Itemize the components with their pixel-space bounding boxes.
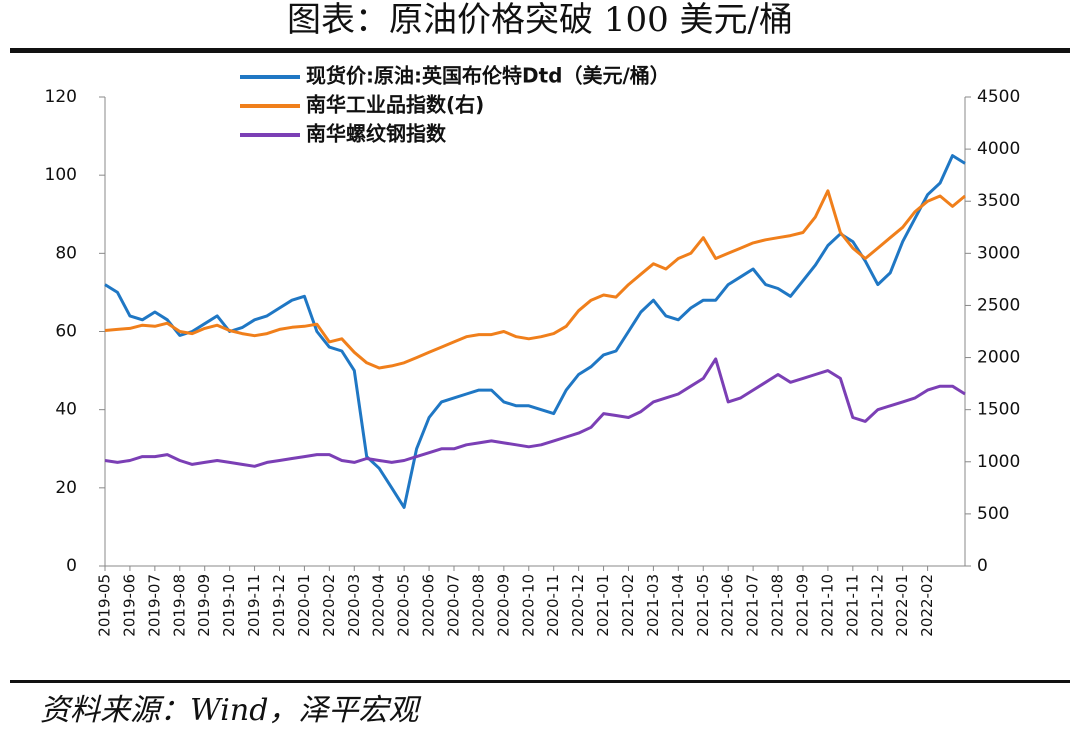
y2-tick-label: 3000 xyxy=(977,243,1020,263)
title-rule xyxy=(10,48,1070,53)
y2-tick-label: 1500 xyxy=(977,400,1020,420)
y-tick-label: 0 xyxy=(66,556,77,576)
x-tick-label: 2020-09 xyxy=(494,574,512,637)
y-tick-label: 80 xyxy=(55,243,77,263)
x-tick-label: 2021-04 xyxy=(669,574,687,637)
x-tick-label: 2021-08 xyxy=(769,574,787,637)
x-tick-label: 2020-02 xyxy=(320,574,338,637)
x-tick-label: 2019-12 xyxy=(270,574,288,637)
y2-tick-label: 4500 xyxy=(977,87,1020,107)
y-tick-label: 60 xyxy=(55,322,77,342)
x-tick-label: 2019-06 xyxy=(120,574,138,637)
x-tick-label: 2019-07 xyxy=(145,574,163,637)
y2-tick-label: 4000 xyxy=(977,139,1020,159)
x-tick-label: 2020-10 xyxy=(519,574,537,637)
chart-title: 图表：原油价格突破 100 美元/桶 xyxy=(287,0,793,40)
x-tick-label: 2020-12 xyxy=(569,574,587,637)
legend-label: 南华螺纹钢指数 xyxy=(306,122,447,146)
y-tick-label: 20 xyxy=(55,478,77,498)
x-tick-label: 2019-11 xyxy=(245,574,263,637)
series-line xyxy=(104,357,966,468)
x-tick-label: 2020-06 xyxy=(420,574,438,637)
x-tick-label: 2021-02 xyxy=(619,574,637,637)
y2-tick-label: 2000 xyxy=(977,348,1020,368)
x-tick-label: 2019-05 xyxy=(96,574,114,637)
source: 资料来源：Wind，泽平宏观 xyxy=(40,693,421,728)
x-tick-label: 2020-01 xyxy=(295,574,313,637)
y2-tick-label: 500 xyxy=(977,504,1009,524)
y2-tick-label: 1000 xyxy=(977,452,1020,472)
x-tick-label: 2021-06 xyxy=(719,574,737,637)
series-line xyxy=(104,154,966,509)
y2-tick-label: 3500 xyxy=(977,191,1020,211)
x-tick-label: 2022-01 xyxy=(893,574,911,637)
x-tick-label: 2020-07 xyxy=(444,574,462,637)
x-tick-label: 2021-01 xyxy=(594,574,612,637)
x-tick-label: 2022-02 xyxy=(918,574,936,637)
x-tick-label: 2021-12 xyxy=(868,574,886,637)
series-line xyxy=(104,189,966,370)
x-tick-label: 2020-11 xyxy=(544,574,562,637)
y2-tick-label: 2500 xyxy=(977,295,1020,315)
x-tick-label: 2021-09 xyxy=(793,574,811,637)
x-tick-label: 2020-05 xyxy=(395,574,413,637)
x-tick-label: 2019-09 xyxy=(195,574,213,637)
x-tick-label: 2019-10 xyxy=(220,574,238,637)
y-tick-label: 120 xyxy=(45,87,77,107)
x-tick-label: 2021-11 xyxy=(843,574,861,637)
source-rule xyxy=(10,680,1070,683)
x-tick-label: 2020-03 xyxy=(345,574,363,637)
x-tick-label: 2019-08 xyxy=(170,574,188,637)
legend-label: 现货价:原油:英国布伦特Dtd（美元/桶） xyxy=(306,64,670,88)
x-tick-label: 2020-08 xyxy=(469,574,487,637)
x-tick-label: 2021-07 xyxy=(744,574,762,637)
x-tick-label: 2021-03 xyxy=(644,574,662,637)
x-tick-label: 2021-10 xyxy=(818,574,836,637)
x-tick-label: 2021-05 xyxy=(694,574,712,637)
legend-label: 南华工业品指数(右) xyxy=(306,93,484,117)
y2-tick-label: 0 xyxy=(977,556,988,576)
y-tick-label: 100 xyxy=(45,165,77,185)
x-tick-label: 2020-04 xyxy=(370,574,388,637)
y-tick-label: 40 xyxy=(55,400,77,420)
